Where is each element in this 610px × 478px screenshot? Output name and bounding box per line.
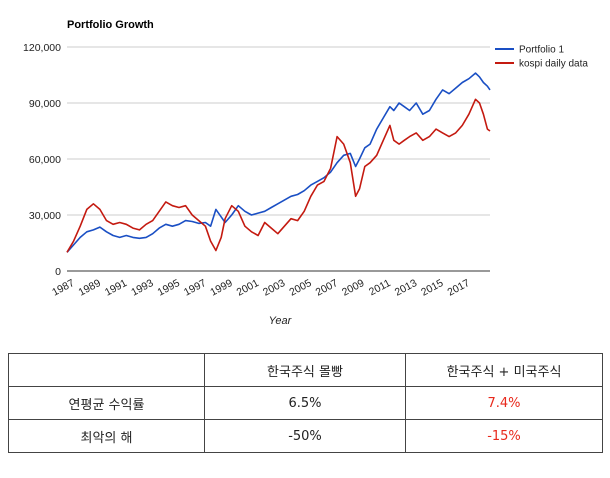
series-line-1 xyxy=(66,72,491,253)
x-tick-label: 2009 xyxy=(340,277,366,299)
legend-label-1: Portfolio 1 xyxy=(519,45,564,56)
table-cell: -50% xyxy=(204,419,406,453)
x-tick-label: 2001 xyxy=(235,277,261,299)
y-tick-label: 0 xyxy=(55,266,61,278)
x-tick-label: 1999 xyxy=(208,277,234,299)
table-row: 최악의 해 -50% -15% xyxy=(8,419,603,453)
y-tick-label: 120,000 xyxy=(23,42,61,54)
x-tick-label: 1989 xyxy=(77,277,103,299)
table-row: 연평균 수익률 6.5% 7.4% xyxy=(8,386,603,420)
x-tick-label: 1997 xyxy=(182,277,208,299)
header-cell-empty xyxy=(8,353,205,387)
table-cell-highlight: -15% xyxy=(405,419,603,453)
row-label: 연평균 수익률 xyxy=(8,386,205,420)
y-tick-label: 90,000 xyxy=(29,98,61,110)
comparison-table: 한국주식 몰빵 한국주식 + 미국주식 연평균 수익률 6.5% 7.4% 최악… xyxy=(8,353,603,453)
portfolio-growth-chart: Portfolio Growth 0 30,000 60,000 90,000 120,… xyxy=(23,19,588,327)
x-axis-ticks: 1987 1989 1991 1993 1995 1997 1999 2001 2003 2005… xyxy=(50,277,472,299)
x-tick-label: 2015 xyxy=(419,277,445,299)
table-cell-highlight: 7.4% xyxy=(405,386,603,420)
legend-label-2: kospi daily data xyxy=(519,59,588,70)
chart-title: Portfolio Growth xyxy=(67,19,154,31)
x-tick-label: 2005 xyxy=(287,277,313,299)
x-tick-label: 1987 xyxy=(50,277,76,299)
table-header-row: 한국주식 몰빵 한국주식 + 미국주식 xyxy=(8,353,603,387)
x-tick-label: 2013 xyxy=(393,277,419,299)
table-cell: 6.5% xyxy=(204,386,406,420)
x-tick-label: 2011 xyxy=(367,277,393,298)
x-tick-label: 1991 xyxy=(103,277,129,299)
header-cell-korea-only: 한국주식 몰빵 xyxy=(204,353,406,387)
x-axis-title: Year xyxy=(269,315,293,327)
gridlines xyxy=(67,46,490,272)
x-tick-label: 2007 xyxy=(314,277,340,299)
y-axis-ticks: 0 30,000 60,000 90,000 120,000 xyxy=(23,42,61,278)
x-tick-label: 1995 xyxy=(156,277,182,299)
header-cell-korea-us: 한국주식 + 미국주식 xyxy=(405,353,603,387)
x-tick-label: 2017 xyxy=(445,277,471,299)
y-tick-label: 60,000 xyxy=(29,154,61,166)
y-tick-label: 30,000 xyxy=(29,210,61,222)
x-tick-label: 1993 xyxy=(129,277,155,299)
series-lines xyxy=(66,72,491,253)
series-line-2 xyxy=(66,98,491,253)
legend: Portfolio 1 kospi daily data xyxy=(495,45,588,70)
row-label: 최악의 해 xyxy=(8,419,205,453)
x-tick-label: 2003 xyxy=(261,277,287,299)
